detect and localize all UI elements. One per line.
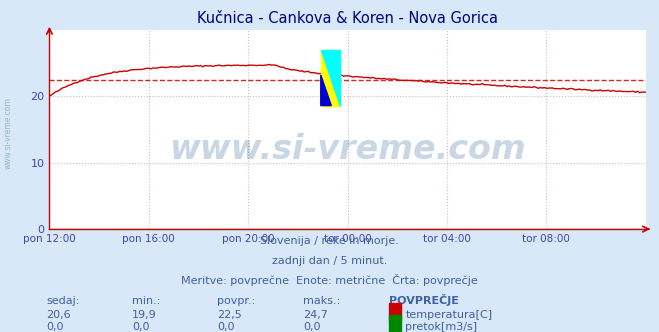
Text: Meritve: povprečne  Enote: metrične  Črta: povprečje: Meritve: povprečne Enote: metrične Črta:… [181, 274, 478, 286]
Text: 19,9: 19,9 [132, 310, 157, 320]
Text: 22,5: 22,5 [217, 310, 243, 320]
Text: zadnji dan / 5 minut.: zadnji dan / 5 minut. [272, 256, 387, 266]
Text: www.si-vreme.com: www.si-vreme.com [3, 97, 13, 169]
Text: POVPREČJE: POVPREČJE [389, 294, 459, 306]
Text: 20,6: 20,6 [46, 310, 71, 320]
Text: maks.:: maks.: [303, 296, 341, 306]
Text: Slovenija / reke in morje.: Slovenija / reke in morje. [260, 236, 399, 246]
Text: 0,0: 0,0 [46, 322, 64, 332]
Text: www.si-vreme.com: www.si-vreme.com [169, 133, 526, 166]
Text: pretok[m3/s]: pretok[m3/s] [405, 322, 477, 332]
Text: povpr.:: povpr.: [217, 296, 256, 306]
Polygon shape [321, 50, 340, 106]
Polygon shape [321, 75, 331, 106]
Text: 0,0: 0,0 [217, 322, 235, 332]
Text: 24,7: 24,7 [303, 310, 328, 320]
Text: sedaj:: sedaj: [46, 296, 80, 306]
Text: 0,0: 0,0 [132, 322, 150, 332]
Text: temperatura[C]: temperatura[C] [405, 310, 492, 320]
Text: min.:: min.: [132, 296, 160, 306]
Bar [321, 50, 340, 106]
Text: 0,0: 0,0 [303, 322, 321, 332]
Title: Kučnica - Cankova & Koren - Nova Gorica: Kučnica - Cankova & Koren - Nova Gorica [197, 11, 498, 26]
